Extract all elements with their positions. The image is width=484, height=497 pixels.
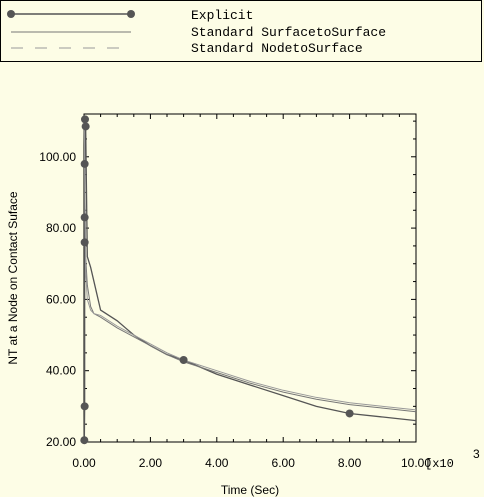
y-tick-label-3: 80.00 bbox=[46, 221, 76, 235]
series-explicit-line bbox=[83, 119, 417, 441]
marker-layer bbox=[80, 115, 354, 445]
tick-marks bbox=[83, 114, 417, 443]
y-tick-label-1: 40.00 bbox=[46, 364, 76, 378]
legend-label-explicit: Explicit bbox=[191, 8, 253, 23]
legend-item-explicit: Explicit bbox=[7, 8, 253, 23]
legend-label-surface-to-surface: Standard SurfacetoSurface bbox=[191, 25, 386, 40]
x-tick-label-1: 2.00 bbox=[139, 456, 163, 470]
x-tick-label-5: 10.00 bbox=[401, 456, 431, 470]
legend-swatch-explicit-marker-start bbox=[7, 10, 15, 18]
y-tick-label-0: 20.00 bbox=[46, 435, 76, 449]
legend-swatch-explicit-marker-end bbox=[127, 10, 135, 18]
legend-item-surface-to-surface: Standard SurfacetoSurface bbox=[11, 25, 386, 40]
series-node-to-surface-line bbox=[83, 128, 417, 411]
series-explicit-marker-1 bbox=[80, 402, 89, 411]
y-tick-label-4: 100.00 bbox=[39, 150, 76, 164]
series-explicit-marker-0 bbox=[80, 436, 89, 445]
series-explicit-marker-3 bbox=[80, 213, 89, 222]
series-surface-to-surface-line bbox=[83, 128, 417, 413]
series-explicit-marker-7 bbox=[179, 356, 188, 364]
tick-labels: 0.00 2.00 4.00 6.00 8.00 10.00 20.00 40.00 60.00… bbox=[39, 150, 431, 470]
y-axis-label: NT at a Node on Contact Suface bbox=[6, 191, 20, 365]
series-layer bbox=[83, 119, 417, 441]
series-explicit-marker-4 bbox=[80, 159, 89, 168]
series-explicit-marker-6 bbox=[81, 122, 90, 131]
legend: Explicit Standard SurfacetoSurface Stand… bbox=[0, 0, 482, 62]
y-tick-label-2: 60.00 bbox=[46, 292, 76, 306]
legend-label-node-to-surface: Standard NodetoSurface bbox=[191, 41, 363, 56]
x-axis-multiplier: [x10 bbox=[425, 457, 454, 471]
legend-swatches: Explicit Standard SurfacetoSurface Stand… bbox=[7, 8, 386, 56]
legend-item-node-to-surface: Standard NodetoSurface bbox=[11, 41, 363, 56]
x-tick-label-4: 8.00 bbox=[338, 456, 362, 470]
x-tick-label-3: 6.00 bbox=[272, 456, 296, 470]
x-tick-label-0: 0.00 bbox=[72, 456, 96, 470]
x-axis-multiplier-exponent: 3 bbox=[473, 447, 480, 461]
series-explicit-marker-2 bbox=[80, 238, 89, 247]
x-tick-label-2: 4.00 bbox=[205, 456, 229, 470]
series-explicit-marker-8 bbox=[345, 409, 354, 418]
x-axis-label: Time (Sec) bbox=[221, 483, 279, 497]
plot-frame bbox=[83, 113, 417, 443]
series-explicit-marker-5 bbox=[80, 115, 89, 124]
